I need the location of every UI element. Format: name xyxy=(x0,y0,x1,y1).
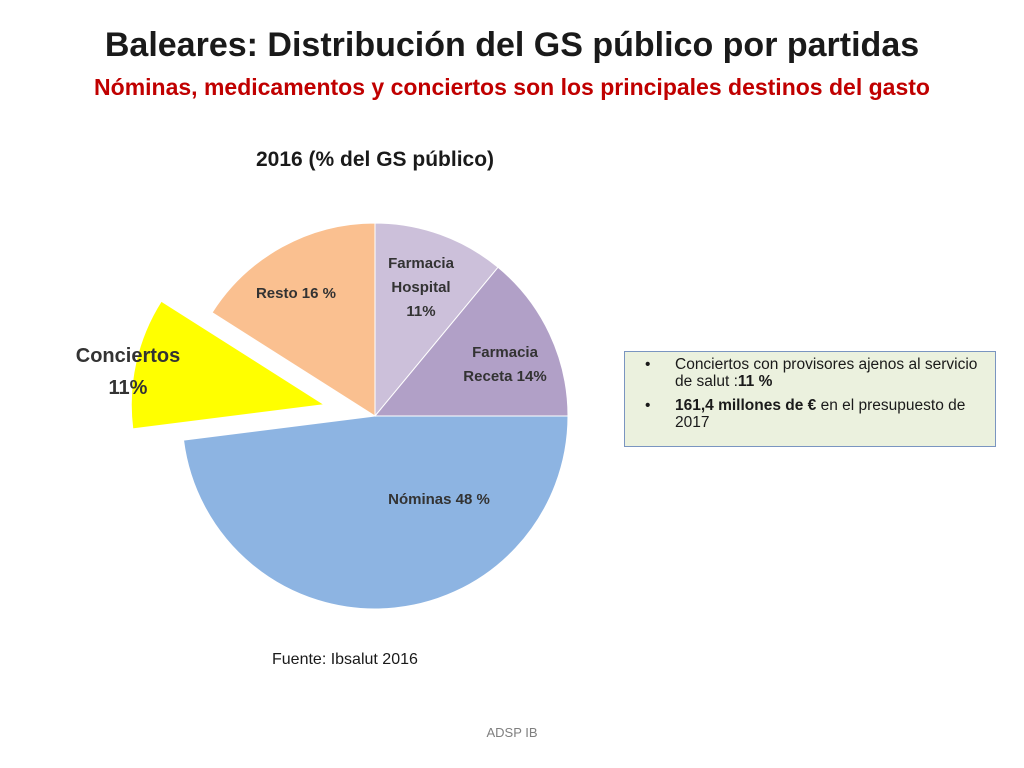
pie-slice-farmacia-receta xyxy=(373,266,569,417)
info-item-conciertos: Conciertos con provisores ajenos al serv… xyxy=(637,356,985,390)
slice-label-line: Hospital xyxy=(391,279,450,296)
slice-label-line: Conciertos xyxy=(76,345,180,367)
pie-slice-farmacia-hospital xyxy=(374,222,499,418)
slice-label-nominas: Nóminas 48 % xyxy=(388,491,490,508)
pie-slice-conciertos xyxy=(130,300,326,430)
slice-label-line: Receta 14% xyxy=(463,368,546,385)
info-item-text: Conciertos con provisores ajenos al serv… xyxy=(675,356,978,390)
slice-label-conciertos: Conciertos 11% xyxy=(76,345,180,399)
slice-label-line: 11% xyxy=(109,377,148,399)
footer-text: ADSP IB xyxy=(486,725,538,740)
slide-subtitle: Nóminas, medicamentos y conciertos son l… xyxy=(94,74,930,100)
info-item-bold: 11 % xyxy=(737,373,773,390)
slice-label-farmacia-hospital: Farmacia Hospital 11% xyxy=(388,255,455,320)
slide-title: Baleares: Distribución del GS público po… xyxy=(104,26,920,64)
slice-label-line: Farmacia xyxy=(472,344,539,361)
slice-label-line: Resto 16 % xyxy=(256,285,336,302)
info-item-after: en el presupuesto de 2017 xyxy=(675,397,966,431)
info-box: Conciertos con provisores ajenos al serv… xyxy=(624,351,996,447)
slice-label-line: Nóminas 48 % xyxy=(388,491,490,508)
pie-slice-resto xyxy=(211,222,376,417)
info-item-presupuesto: 161,4 millones de € en el presupuesto de… xyxy=(637,397,985,431)
slice-label-resto: Resto 16 % xyxy=(256,285,336,302)
chart-title: 2016 (% del GS público) xyxy=(255,148,495,171)
pie-slice-nominas xyxy=(182,415,569,610)
slice-label-farmacia-receta: Farmacia Receta 14% xyxy=(463,344,546,385)
source-note: Fuente: Ibsalut 2016 xyxy=(272,651,418,668)
info-item-bold: 161,4 millones de € xyxy=(675,397,817,414)
slice-label-line: Farmacia xyxy=(388,255,455,272)
slice-label-line: 11% xyxy=(406,303,435,320)
